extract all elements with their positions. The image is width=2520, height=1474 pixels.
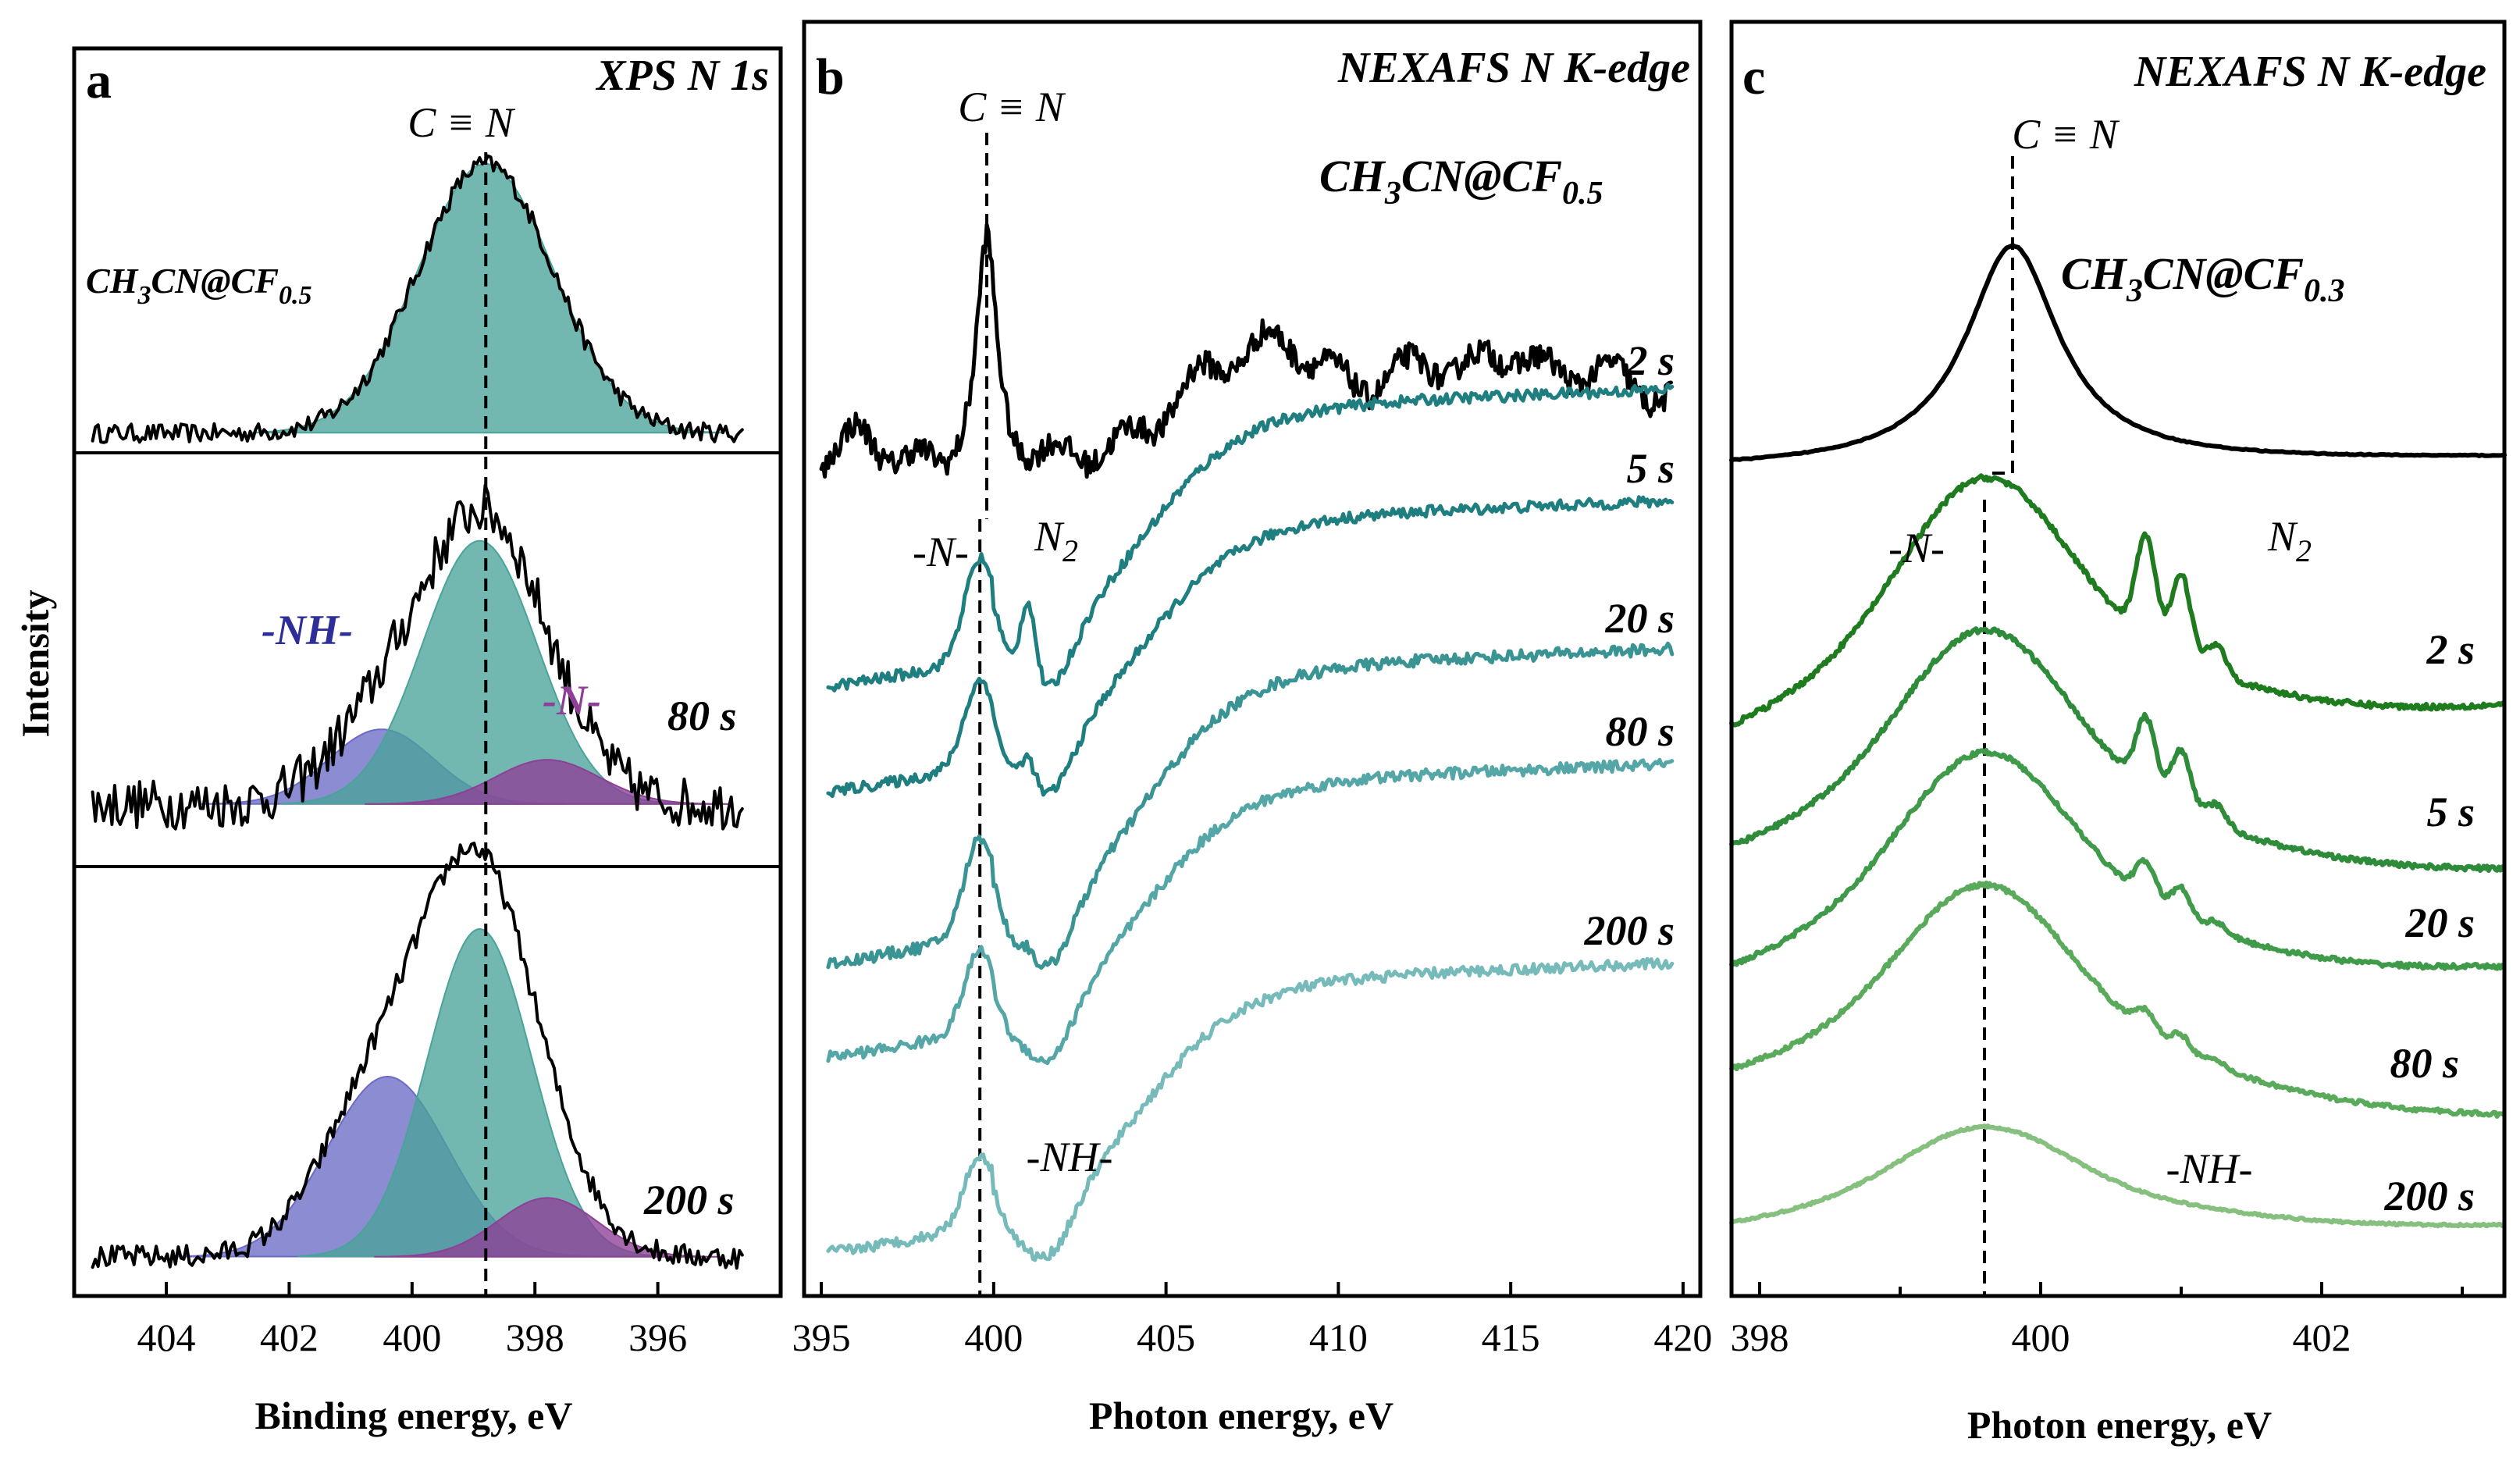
panel-b-series-2s <box>826 383 1675 692</box>
panel-c-ref-label-mid: CN@CF <box>2143 248 2304 299</box>
panel-a-xlabel: Binding energy, eV <box>255 1394 573 1437</box>
panel-a-cn-label: C ≡ N <box>408 99 515 146</box>
panel-c-series-200s <box>1729 1123 2507 1229</box>
panel-b-ref-label-main: CH <box>1319 151 1386 201</box>
panel-b-series-5s <box>826 495 1675 799</box>
panel-a-letter: a <box>86 52 112 109</box>
panel-a-sub2-spectrum <box>91 483 744 831</box>
panel-b-ref-label-sub2: 0.5 <box>1562 176 1603 212</box>
panel-b-ref-label-sub1: 3 <box>1384 176 1401 212</box>
panel-b-tick-label-415: 415 <box>1482 1316 1540 1359</box>
panel-b-letter: b <box>816 48 845 105</box>
panel-b-series-200s <box>826 956 1675 1262</box>
panel-c-ref-label: CH3CN@CF0.3 <box>2061 248 2345 309</box>
panel-c-series-2s <box>1729 473 2507 728</box>
panel-a-200s-label: 200 s <box>643 1177 735 1223</box>
panel-b: 395 400 405 410 415 420 b NEXAFS N K-edge C ≡… <box>792 20 1712 1437</box>
panel-a-frame <box>72 46 783 1298</box>
panel-a-sub2-component-2 <box>365 759 730 805</box>
panel-c-n-label: -N- <box>1888 525 1945 571</box>
panel-c-tick-label-400: 400 <box>2012 1316 2070 1359</box>
panel-b-200s-label: 200 s <box>1583 907 1675 954</box>
panel-c-xlabel: Photon energy, eV <box>1967 1403 2272 1447</box>
panel-c-title: NEXAFS N K-edge <box>2134 48 2486 96</box>
panel-b-tick-label-410: 410 <box>1309 1316 1368 1359</box>
panel-a-sub1-spectrum <box>91 154 744 444</box>
panel-c-reference-line <box>1989 156 2014 475</box>
panel-c-ref-label-sub2: 0.3 <box>2304 273 2345 309</box>
panel-c-series-80s <box>1729 880 2507 1119</box>
panel-c-ref-label-sub1: 3 <box>2126 273 2143 309</box>
panel-a-tick-label-400: 400 <box>383 1316 441 1359</box>
panel-a-nh-label: -NH- <box>262 607 353 653</box>
panel-a-sub3-spectrum <box>91 842 744 1270</box>
panel-c-n2-label: N2 <box>2267 513 2312 568</box>
panel-b-tick-label-420: 420 <box>1653 1316 1712 1359</box>
panel-a-title: XPS N 1s <box>595 52 769 100</box>
panel-b-80s-label: 80 s <box>1605 708 1675 755</box>
panel-b-ref-label: CH3CN@CF0.5 <box>1319 151 1603 212</box>
panel-c-series-20s <box>1729 747 2507 971</box>
panel-c-tick-label-398: 398 <box>1731 1316 1789 1359</box>
panel-a-sub1-label: CH3CN@CF0.5 <box>86 261 312 310</box>
panel-a-tick-label-404: 404 <box>137 1316 196 1359</box>
panel-a-sub1-label-main: CH <box>86 261 139 301</box>
panel-b-tick-label-395: 395 <box>792 1316 851 1359</box>
y-axis-label: Intensity <box>13 590 57 738</box>
panel-c-cn-label: C ≡ N <box>2012 111 2120 158</box>
panel-a-tick-label-396: 396 <box>628 1316 687 1359</box>
panel-c-series-5s <box>1729 626 2507 873</box>
panel-b-frame <box>802 20 1703 1298</box>
panel-a-sub1-label-sub1: 3 <box>137 281 151 310</box>
panel-b-ref-label-mid: CN@CF <box>1401 151 1562 201</box>
panel-c-frame <box>1729 20 2507 1298</box>
panel-a-tick-label-398: 398 <box>506 1316 564 1359</box>
panel-a: 404 402 400 398 396 a XPS N 1s C ≡ N CH3CN@C… <box>72 46 783 1437</box>
panel-a-n-label: -N- <box>543 677 601 724</box>
panel-a-tick-label-402: 402 <box>260 1316 319 1359</box>
panel-c-20s-label: 20 s <box>2404 899 2475 946</box>
panel-b-20s-label: 20 s <box>1604 595 1675 642</box>
panel-b-title: NEXAFS N K-edge <box>1337 44 1690 92</box>
panel-b-cn-label: C ≡ N <box>958 84 1066 130</box>
panel-b-2s-label: 2 s <box>1625 337 1675 384</box>
panel-c-n2-sub: 2 <box>2296 533 2312 568</box>
panel-c: 398 400 402 c NEXAFS N K-edge C ≡ N CH3CN@… <box>1729 20 2507 1447</box>
panel-c-nh-label: -NH- <box>2166 1145 2253 1192</box>
panel-b-tick-label-405: 405 <box>1137 1316 1195 1359</box>
panel-b-reference-spectrum <box>819 223 1673 479</box>
panel-c-ref-label-main: CH <box>2061 248 2128 299</box>
panel-c-200s-label: 200 s <box>2383 1173 2475 1219</box>
panel-b-series-80s <box>826 757 1675 1066</box>
panel-b-n2-sub: 2 <box>1062 533 1078 568</box>
panel-b-n-label: -N- <box>913 529 969 575</box>
panel-b-series-20s <box>826 641 1675 970</box>
panel-c-80s-label: 80 s <box>2390 1040 2459 1087</box>
panel-c-reference-spectrum <box>1729 243 2507 463</box>
panel-b-nh-label: -NH- <box>1027 1134 1113 1180</box>
panel-c-letter: c <box>1742 48 1765 105</box>
panel-c-5s-label: 5 s <box>2426 789 2475 835</box>
panel-c-n2-main: N <box>2267 513 2298 560</box>
panel-a-sub1-label-sub2: 0.5 <box>279 281 312 310</box>
panel-c-2s-label: 2 s <box>2426 626 2475 673</box>
panel-b-5s-label: 5 s <box>1626 445 1675 492</box>
panel-b-n2-label: N2 <box>1034 513 1078 568</box>
panel-c-tick-label-402: 402 <box>2293 1316 2351 1359</box>
panel-a-80s-label: 80 s <box>667 692 737 739</box>
panel-b-tick-label-400: 400 <box>964 1316 1023 1359</box>
panel-b-n2-main: N <box>1034 513 1065 560</box>
panel-b-xlabel: Photon energy, eV <box>1089 1394 1393 1437</box>
panel-a-sub1-label-mid: CN@CF <box>151 261 279 301</box>
